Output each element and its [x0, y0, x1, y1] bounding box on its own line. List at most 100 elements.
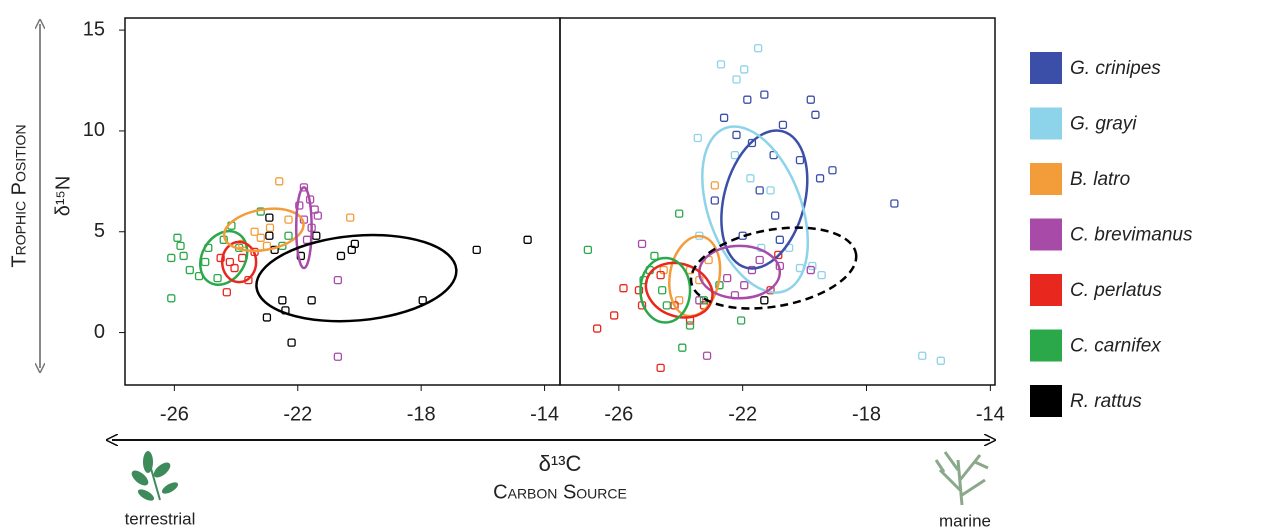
data-point [265, 223, 275, 232]
data-point [817, 270, 826, 280]
data-point [716, 60, 726, 69]
data-point [675, 209, 684, 218]
sea-ellipse [701, 125, 810, 294]
data-point [619, 284, 628, 293]
data-point [637, 239, 647, 248]
x-tick-label: -18 [407, 403, 436, 425]
data-point [828, 166, 837, 175]
data-point [755, 186, 764, 195]
data-point [278, 296, 287, 305]
sea-ellipse [255, 233, 458, 323]
data-point [299, 183, 309, 192]
data-point [265, 231, 274, 240]
legend-label: G. crinipes [1070, 58, 1161, 79]
data-point [583, 245, 593, 255]
data-point [295, 201, 304, 210]
x-right-label: marine [939, 511, 991, 530]
data-point [307, 296, 316, 305]
x-axis-label: Carbon Source [493, 481, 627, 503]
x-tick-label: -18 [852, 403, 881, 425]
data-point [702, 351, 712, 360]
data-point [778, 120, 788, 130]
x-tick-label: -14 [976, 403, 1005, 425]
data-point [753, 44, 763, 53]
data-point [238, 253, 247, 263]
sea-ellipse [668, 234, 722, 318]
data-point [284, 215, 293, 224]
data-point [670, 301, 679, 310]
data-point [346, 213, 355, 222]
seaweed-icon [934, 451, 989, 506]
legend-label: R. rattus [1070, 391, 1142, 412]
data-point [918, 351, 927, 360]
data-point [685, 321, 695, 330]
legend-swatch [1030, 52, 1062, 84]
data-point [760, 90, 769, 99]
data-point [185, 265, 194, 275]
legend-swatch [1030, 274, 1062, 306]
sea-ellipse [220, 240, 258, 284]
data-point [746, 174, 755, 183]
plot-frame [124, 17, 561, 386]
data-point [723, 273, 732, 283]
data-point [740, 65, 749, 74]
sea-ellipse [644, 261, 714, 319]
data-point [313, 211, 322, 220]
data-point [312, 231, 321, 240]
data-point [302, 235, 312, 244]
legend-label: B. latro [1070, 169, 1130, 190]
data-point [265, 213, 274, 222]
y-tick-label: 5 [94, 220, 105, 242]
data-point [176, 241, 185, 251]
data-point [774, 250, 783, 260]
data-point [710, 181, 719, 190]
data-point [179, 251, 188, 261]
y-tick-label: 10 [83, 119, 105, 141]
legend-swatch [1030, 163, 1062, 195]
sea-ellipse [199, 229, 249, 286]
data-point [747, 138, 757, 148]
sea-ellipse [294, 186, 313, 270]
legend-swatch [1030, 107, 1062, 140]
data-point [230, 263, 239, 273]
data-point [275, 177, 284, 186]
data-point [256, 233, 265, 242]
data-point [740, 281, 749, 290]
x-tick-label: -22 [728, 403, 757, 425]
y-tick-label: 0 [94, 321, 105, 343]
data-point [730, 150, 740, 160]
data-point [167, 294, 176, 303]
plot-frame [559, 17, 996, 386]
data-point [775, 235, 784, 244]
data-point [222, 288, 231, 297]
data-point [658, 286, 667, 295]
legend-label: C. perlatus [1070, 280, 1162, 301]
legend-label: C. brevimanus [1070, 225, 1193, 246]
data-point [216, 253, 225, 263]
x-tick-label: -22 [283, 403, 312, 425]
data-point [656, 270, 665, 280]
data-point [811, 110, 820, 119]
data-point [771, 211, 780, 220]
x-axis-symbol: δ¹³C [539, 451, 582, 476]
data-point [806, 95, 815, 104]
data-point [675, 296, 684, 305]
data-point [890, 199, 899, 208]
data-point [284, 231, 293, 240]
y-tick-label: 15 [83, 18, 105, 40]
data-point [662, 301, 671, 310]
data-point [333, 352, 343, 361]
x-tick-label: -26 [160, 403, 189, 425]
data-point [250, 227, 259, 236]
data-point [333, 275, 343, 285]
data-point [743, 95, 752, 104]
data-point [336, 251, 346, 261]
legend-swatch [1030, 329, 1062, 362]
data-point [755, 255, 764, 265]
y-axis-label: Trophic Position [8, 124, 30, 267]
data-point [610, 311, 619, 320]
legend-label: C. carnifex [1070, 336, 1162, 357]
data-point [795, 156, 805, 165]
data-point [201, 257, 210, 267]
